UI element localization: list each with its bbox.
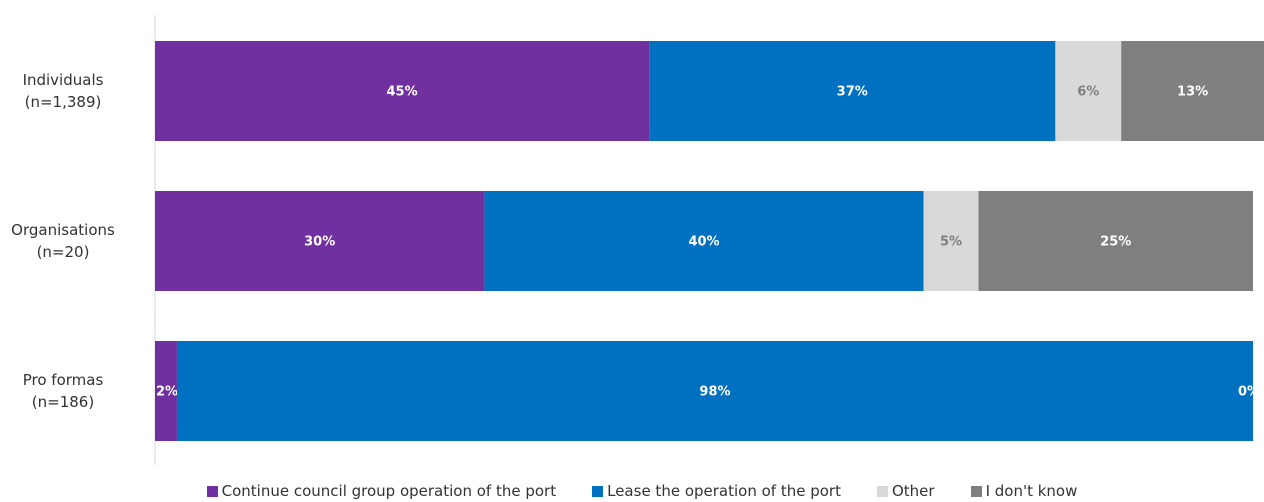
legend-label: Other bbox=[891, 482, 935, 500]
data-label: 37% bbox=[837, 85, 868, 100]
y-tick-label: Pro formas (n=186) bbox=[22, 371, 104, 411]
legend-item: Continue council group operation of the … bbox=[206, 482, 557, 500]
legend-label: I don't know bbox=[985, 482, 1078, 500]
bar-segment bbox=[978, 191, 1253, 291]
bar-segment bbox=[176, 341, 1254, 441]
data-label: 2% bbox=[156, 385, 178, 400]
data-label: 98% bbox=[699, 385, 730, 400]
bar-segment bbox=[1121, 41, 1264, 141]
legend-swatch bbox=[970, 485, 982, 497]
y-tick-label: Individuals (n=1,389) bbox=[22, 71, 104, 111]
legend-item: Other bbox=[876, 482, 935, 500]
data-label: 0% bbox=[1238, 385, 1260, 400]
data-label: 25% bbox=[1100, 235, 1131, 250]
data-label: 45% bbox=[386, 85, 417, 100]
legend-item: Lease the operation of the port bbox=[592, 482, 841, 500]
legend-label: Continue council group operation of the … bbox=[221, 482, 557, 500]
data-label: 5% bbox=[940, 235, 962, 250]
plot: 45% 37% 6% 13% 30% 40% 5% 25% 2% 98% 0% bbox=[154, 15, 1264, 465]
data-label: 6% bbox=[1077, 85, 1099, 100]
data-label: 30% bbox=[304, 235, 335, 250]
y-tick-label: Organisations (n=20) bbox=[11, 221, 115, 261]
legend-swatch bbox=[592, 485, 604, 497]
bar-segment bbox=[649, 41, 1056, 141]
bar-segment bbox=[1055, 41, 1122, 141]
bar-segment bbox=[155, 341, 177, 441]
data-label: 40% bbox=[688, 235, 719, 250]
bar-segment bbox=[155, 191, 485, 291]
bar-segment bbox=[923, 191, 979, 291]
bar-segment bbox=[155, 41, 650, 141]
data-label: 13% bbox=[1177, 85, 1208, 100]
legend-swatch bbox=[206, 485, 218, 497]
legend-swatch bbox=[876, 485, 888, 497]
legend-item: I don't know bbox=[970, 482, 1078, 500]
legend: Continue council group operation of the … bbox=[0, 482, 1264, 500]
legend-label: Lease the operation of the port bbox=[607, 482, 841, 500]
bar-segment bbox=[484, 191, 924, 291]
